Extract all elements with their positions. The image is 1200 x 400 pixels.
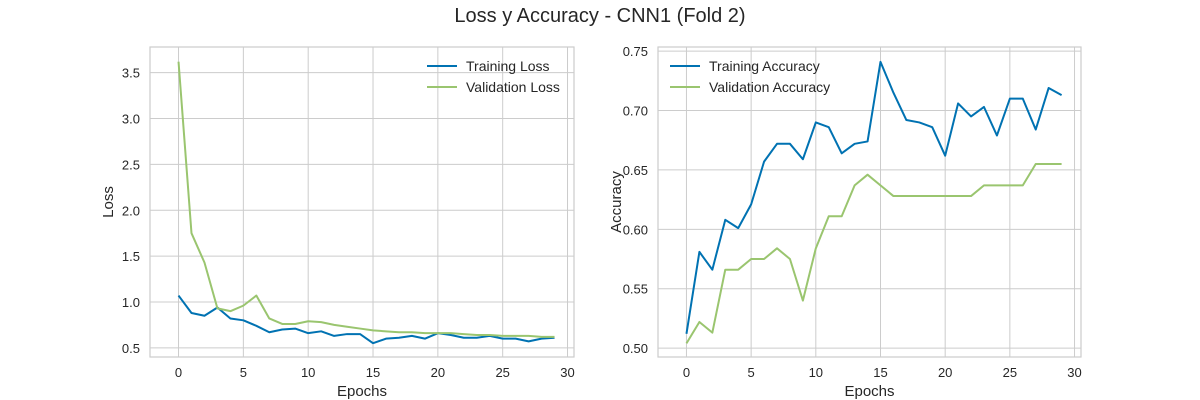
accuracy-ytick-label: 0.70 xyxy=(623,104,648,119)
loss-legend: Training Loss Validation Loss xyxy=(427,58,560,95)
loss-ytick-label: 1.0 xyxy=(122,295,140,310)
loss-xtick-label: 0 xyxy=(175,365,182,380)
validation-accuracy-legend-label: Validation Accuracy xyxy=(709,79,830,95)
loss-ytick-label: 2.0 xyxy=(122,203,140,218)
loss-xtick-label: 10 xyxy=(301,365,315,380)
loss-x-axis-label: Epochs xyxy=(337,383,387,400)
accuracy-y-axis-label: Accuracy xyxy=(608,171,625,233)
training-accuracy-line xyxy=(685,60,1063,334)
loss-plot-frame xyxy=(149,46,575,358)
loss-ytick-label: 2.5 xyxy=(122,157,140,172)
loss-ytick-label: 1.5 xyxy=(122,249,140,264)
loss-xtick-label: 5 xyxy=(240,365,247,380)
accuracy-ytick-label: 0.50 xyxy=(623,341,648,356)
validation-accuracy-line xyxy=(685,162,1062,344)
training-accuracy-legend-label: Training Accuracy xyxy=(709,58,820,74)
accuracy-ytick-label: 0.65 xyxy=(623,163,648,178)
accuracy-xtick-label: 0 xyxy=(683,365,690,380)
accuracy-xtick-label: 20 xyxy=(938,365,952,380)
loss-xtick-label: 25 xyxy=(495,365,509,380)
accuracy-ytick-label: 0.60 xyxy=(623,222,648,237)
accuracy-ytick-label: 0.55 xyxy=(623,282,648,297)
accuracy-xtick-label: 30 xyxy=(1067,365,1081,380)
loss-xtick-label: 30 xyxy=(560,365,574,380)
validation-loss-legend-label: Validation Loss xyxy=(466,79,560,95)
training-loss-legend-label: Training Loss xyxy=(466,58,550,74)
loss-ytick-label: 3.5 xyxy=(122,66,140,81)
accuracy-ytick-label: 0.75 xyxy=(623,44,648,59)
accuracy-xtick-label: 10 xyxy=(809,365,823,380)
figure-title: Loss y Accuracy - CNN1 (Fold 2) xyxy=(454,5,746,27)
loss-chart: 0 5 10 15 20 25 30 0.5 1.0 1.5 2.0 2.5 3.0 3.5 Epochs L… xyxy=(100,46,575,400)
accuracy-plot-frame xyxy=(657,46,1082,358)
accuracy-xtick-label: 15 xyxy=(873,365,887,380)
loss-ytick-label: 0.5 xyxy=(122,341,140,356)
training-loss-line xyxy=(177,294,555,345)
accuracy-legend: Training Accuracy Validation Accuracy xyxy=(670,58,830,95)
loss-xtick-label: 20 xyxy=(431,365,445,380)
accuracy-x-axis-label: Epochs xyxy=(844,383,894,400)
loss-ytick-label: 3.0 xyxy=(122,112,140,127)
loss-xtick-label: 15 xyxy=(366,365,380,380)
accuracy-chart: 0 5 10 15 20 25 30 0.50 0.55 0.60 0.65 0.70 0.75 Epoc… xyxy=(608,44,1082,400)
accuracy-xtick-label: 25 xyxy=(1003,365,1017,380)
loss-y-axis-label: Loss xyxy=(100,186,117,218)
validation-loss-line xyxy=(177,61,555,338)
accuracy-xtick-label: 5 xyxy=(748,365,755,380)
